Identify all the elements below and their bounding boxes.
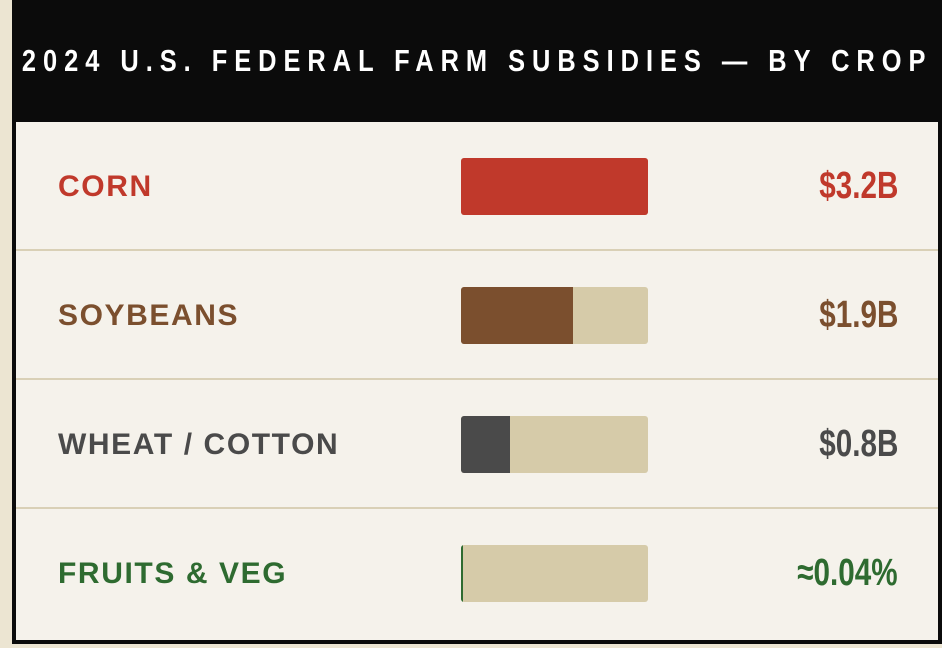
bar-track (461, 287, 648, 344)
row: WHEAT / COTTON $0.8B (16, 380, 938, 509)
bar (461, 545, 463, 602)
header: 2024 U.S. FEDERAL FARM SUBSIDIES — BY CR… (16, 0, 938, 122)
bar-track (461, 545, 648, 602)
bar-track (461, 158, 648, 215)
row-label: FRUITS & VEG (58, 557, 288, 590)
row-label: SOYBEANS (58, 299, 240, 332)
amount: $0.8B (818, 423, 898, 465)
row-label: WHEAT / COTTON (58, 428, 340, 461)
bar (461, 416, 510, 473)
row: CORN $3.2B (16, 122, 938, 251)
amount: ≈0.04% (797, 552, 898, 594)
card: 2024 U.S. FEDERAL FARM SUBSIDIES — BY CR… (12, 0, 942, 644)
row-label: CORN (58, 170, 153, 203)
bar-track (461, 416, 648, 473)
row: SOYBEANS $1.9B (16, 251, 938, 380)
bar (461, 158, 648, 215)
amount: $1.9B (818, 294, 898, 336)
row: FRUITS & VEG ≈0.04% (16, 509, 938, 638)
title: 2024 U.S. FEDERAL FARM SUBSIDIES — BY CR… (21, 43, 933, 78)
bar (461, 287, 574, 344)
rows: CORN $3.2B SOYBEANS $1.9B WHEAT / COTTON $0.8… (16, 122, 938, 638)
amount: $3.2B (818, 165, 898, 207)
